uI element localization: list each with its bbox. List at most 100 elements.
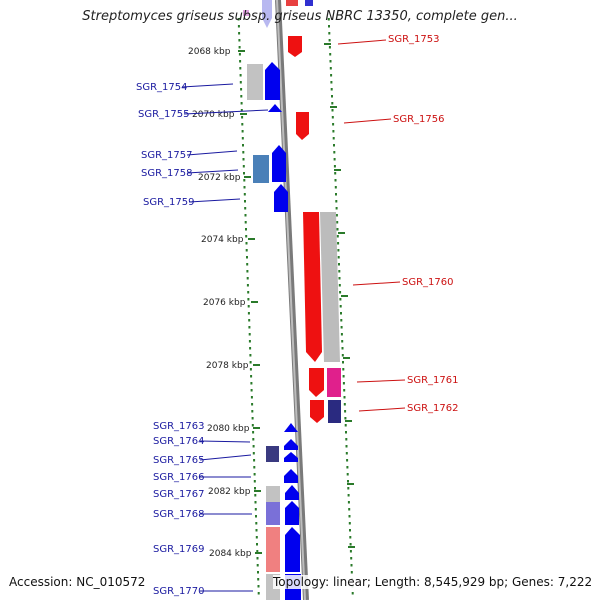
ruler-dot [253,459,256,462]
ruler-dot [349,550,352,553]
gene-partial-top-forward [262,0,272,28]
ruler-dot [248,326,251,329]
ruler-dot [334,186,337,189]
gene-label-SGR_1754[interactable]: SGR_1754 [136,82,188,93]
ruler-dot [335,207,338,210]
ruler-tick-marks-right [324,43,355,548]
ruler-dot [344,424,347,427]
gene-label-SGR_1769[interactable]: SGR_1769 [153,544,205,555]
gene-SGR_1758-homolog [253,155,269,183]
ruler-dot [331,116,334,119]
ruler-dot [328,39,331,42]
ruler-dot [336,235,339,238]
gene-partial-top-pink [243,10,249,16]
gene-label-SGR_1768[interactable]: SGR_1768 [153,509,205,520]
leader-line [183,109,269,115]
ruler-dot [342,382,345,385]
ruler-dot [350,557,353,560]
leader-line [358,407,406,412]
ruler-dot [345,431,347,434]
ruler-dot [251,417,254,420]
gene-label-SGR_1756[interactable]: SGR_1756 [393,114,445,125]
ruler-dot [255,522,258,525]
ruler-dot [244,200,246,203]
ruler-dot [330,88,333,91]
ruler-dot [244,214,247,217]
gene-label-SGR_1767[interactable]: SGR_1767 [153,489,205,500]
ruler-dot [239,67,242,70]
ruler-dot [250,382,253,385]
left-gene-labels: SGR_1754 SGR_1755 SGR_1757 SGR_1758 SGR_… [136,82,269,597]
gene-label-SGR_1762[interactable]: SGR_1762 [407,403,459,414]
gene-label-SGR_1764[interactable]: SGR_1764 [153,436,205,447]
ruler-dot [251,410,254,413]
ruler-dot [249,354,252,357]
gene-label-SGR_1760[interactable]: SGR_1760 [402,277,454,288]
ruler-dot [337,242,340,245]
gene-label-SGR_1766[interactable]: SGR_1766 [153,472,205,483]
ruler-tick-label: 2072 kbp [198,173,241,183]
ruler-dot [249,347,252,350]
ruler-dot [249,368,252,371]
ruler-dot [340,312,342,315]
ruler-dot [343,396,346,399]
ruler-dot [332,123,335,126]
gene-label-SGR_1765[interactable]: SGR_1765 [153,455,205,466]
ruler-dot [328,46,331,49]
gene-label-SGR_1763[interactable]: SGR_1763 [153,421,205,432]
gene-label-SGR_1758[interactable]: SGR_1758 [141,168,193,179]
ruler-tick-labels: 2068 kbp 2070 kbp 2072 kbp 2074 kbp 2076… [188,47,252,559]
gene-SGR_1757 [272,145,286,182]
ruler-dot [347,501,350,504]
ruler-dot [256,564,259,567]
gene-label-SGR_1761[interactable]: SGR_1761 [407,375,459,386]
ruler-dot [245,249,248,252]
ruler-dot [331,109,334,112]
gene-SGR_1755 [268,104,282,112]
ruler-dot [328,32,331,35]
gene-label-SGR_1770[interactable]: SGR_1770 [153,586,205,597]
gene-label-SGR_1757[interactable]: SGR_1757 [141,150,193,161]
ruler-dot [245,228,247,231]
ruler-dot [341,340,344,343]
gene-label-SGR_1759[interactable]: SGR_1759 [143,197,195,208]
gene-SGR_1759 [274,184,288,212]
ruler-dot [348,508,351,511]
ruler-tick-label: 2080 kbp [207,424,250,434]
gene-label-SGR_1755[interactable]: SGR_1755 [138,109,190,120]
ruler-dot [248,333,251,336]
ruler-dot [349,536,352,539]
ruler-dot [343,389,346,392]
ruler-dot [239,74,242,77]
ruler-dot [349,543,352,546]
ruler-dot [257,585,260,588]
ruler-tick-label: 2082 kbp [208,487,251,497]
gene-SGR_1761 [309,368,324,397]
leader-line [181,83,234,88]
ruler-dot [335,200,338,203]
map-title: Streptomyces griseus subsp. griseus NBRC… [82,9,518,24]
leader-line [188,198,241,203]
ruler-dot [348,522,351,525]
ruler-dot [240,95,243,98]
gene-SGR_1769-homolog [266,527,280,572]
ruler-tick-marks [238,50,262,554]
ruler-dot [339,305,342,308]
gene-label-SGR_1753[interactable]: SGR_1753 [388,34,440,45]
ruler-tick-label: 2070 kbp [192,110,235,120]
gene-SGR_1764 [284,439,298,450]
ruler-dot [249,361,252,364]
ruler-dot [344,417,347,420]
accession-text: Accession: NC_010572 [9,575,146,589]
ruler-dot [334,179,337,182]
ruler-dot [338,284,341,287]
ruler-dot [335,214,338,217]
ruler-dot [333,144,335,147]
ruler-dot [255,515,257,518]
ruler-dot [338,277,341,280]
ruler-dot [329,53,332,56]
ruler-dot [243,186,246,189]
leader-line [356,379,406,383]
ruler-dot [238,53,241,56]
